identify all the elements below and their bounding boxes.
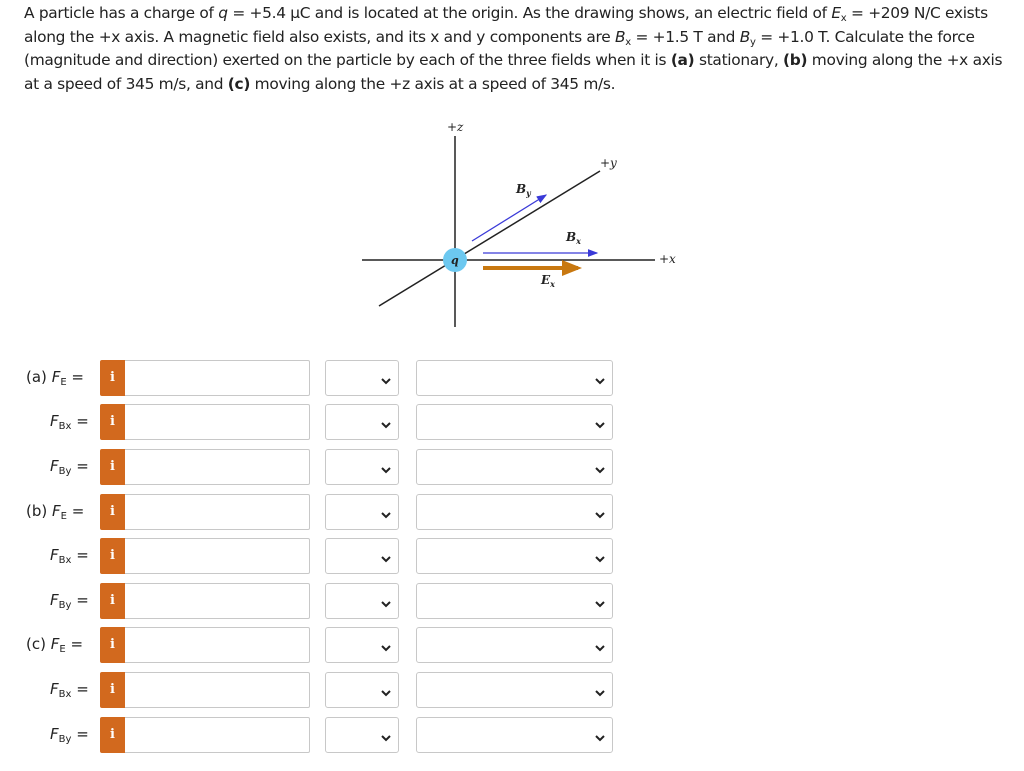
chevron-down-icon <box>381 597 391 611</box>
chevron-down-icon <box>381 686 391 700</box>
unit-select[interactable] <box>325 672 399 708</box>
answer-row: FBy = i <box>0 583 620 619</box>
unit-select[interactable] <box>325 449 399 485</box>
info-button[interactable]: i <box>100 627 125 663</box>
row-label: (a) FE = <box>26 368 84 388</box>
ex-label: Ex <box>540 273 555 289</box>
direction-select[interactable] <box>416 627 613 663</box>
direction-select[interactable] <box>416 360 613 396</box>
info-button[interactable]: i <box>100 449 125 485</box>
info-button[interactable]: i <box>100 583 125 619</box>
chevron-down-icon <box>595 686 605 700</box>
answer-row: (a) FE = i <box>0 360 620 396</box>
chevron-down-icon <box>595 374 605 388</box>
direction-select[interactable] <box>416 494 613 530</box>
unit-select[interactable] <box>325 538 399 574</box>
direction-select[interactable] <box>416 717 613 753</box>
info-button[interactable]: i <box>100 360 125 396</box>
magnitude-input[interactable] <box>125 360 310 396</box>
y-axis <box>378 170 601 307</box>
chevron-down-icon <box>381 418 391 432</box>
magnitude-input[interactable] <box>125 404 310 440</box>
info-button[interactable]: i <box>100 717 125 753</box>
unit-select[interactable] <box>325 404 399 440</box>
direction-select[interactable] <box>416 404 613 440</box>
unit-select[interactable] <box>325 360 399 396</box>
magnitude-input[interactable] <box>125 494 310 530</box>
row-label: FBx = <box>50 546 89 566</box>
chevron-down-icon <box>381 552 391 566</box>
answer-row: (c) FE = i <box>0 627 620 663</box>
chevron-down-icon <box>381 508 391 522</box>
by-label: By <box>515 182 532 198</box>
chevron-down-icon <box>595 731 605 745</box>
direction-select[interactable] <box>416 672 613 708</box>
x-label: +x <box>659 252 676 266</box>
direction-select[interactable] <box>416 538 613 574</box>
answer-row: (b) FE = i <box>0 494 620 530</box>
direction-select[interactable] <box>416 583 613 619</box>
y-label: +y <box>600 156 617 170</box>
magnitude-input[interactable] <box>125 627 310 663</box>
row-label: (b) FE = <box>26 502 85 522</box>
info-button[interactable]: i <box>100 494 125 530</box>
chevron-down-icon <box>595 508 605 522</box>
chevron-down-icon <box>595 552 605 566</box>
magnitude-input[interactable] <box>125 717 310 753</box>
unit-select[interactable] <box>325 717 399 753</box>
row-label: FBy = <box>50 725 89 745</box>
row-label: FBy = <box>50 591 89 611</box>
problem-statement: A particle has a charge of q = +5.4 μC a… <box>24 4 1003 93</box>
row-label: FBx = <box>50 680 89 700</box>
magnitude-input[interactable] <box>125 672 310 708</box>
magnitude-input[interactable] <box>125 538 310 574</box>
answer-row: FBy = i <box>0 449 620 485</box>
bx-label: Bx <box>565 230 581 246</box>
magnitude-input[interactable] <box>125 449 310 485</box>
chevron-down-icon <box>595 641 605 655</box>
chevron-down-icon <box>381 463 391 477</box>
chevron-down-icon <box>381 731 391 745</box>
charge-label: q <box>451 254 459 267</box>
answer-row: FBx = i <box>0 672 620 708</box>
info-button[interactable]: i <box>100 538 125 574</box>
chevron-down-icon <box>595 597 605 611</box>
unit-select[interactable] <box>325 494 399 530</box>
direction-select[interactable] <box>416 449 613 485</box>
unit-select[interactable] <box>325 583 399 619</box>
magnitude-input[interactable] <box>125 583 310 619</box>
chevron-down-icon <box>595 463 605 477</box>
info-button[interactable]: i <box>100 404 125 440</box>
by-arrow <box>471 194 548 242</box>
charge <box>443 248 467 272</box>
chevron-down-icon <box>595 418 605 432</box>
info-button[interactable]: i <box>100 672 125 708</box>
unit-select[interactable] <box>325 627 399 663</box>
row-label: FBx = <box>50 412 89 432</box>
chevron-down-icon <box>381 641 391 655</box>
row-label: (c) FE = <box>26 635 84 655</box>
field-diagram: q +z +y +x By Bx Ex <box>362 120 676 327</box>
answer-row: FBy = i <box>0 717 620 753</box>
answer-row: FBx = i <box>0 538 620 574</box>
chevron-down-icon <box>381 374 391 388</box>
answer-row: FBx = i <box>0 404 620 440</box>
row-label: FBy = <box>50 457 89 477</box>
z-label: +z <box>447 120 464 134</box>
